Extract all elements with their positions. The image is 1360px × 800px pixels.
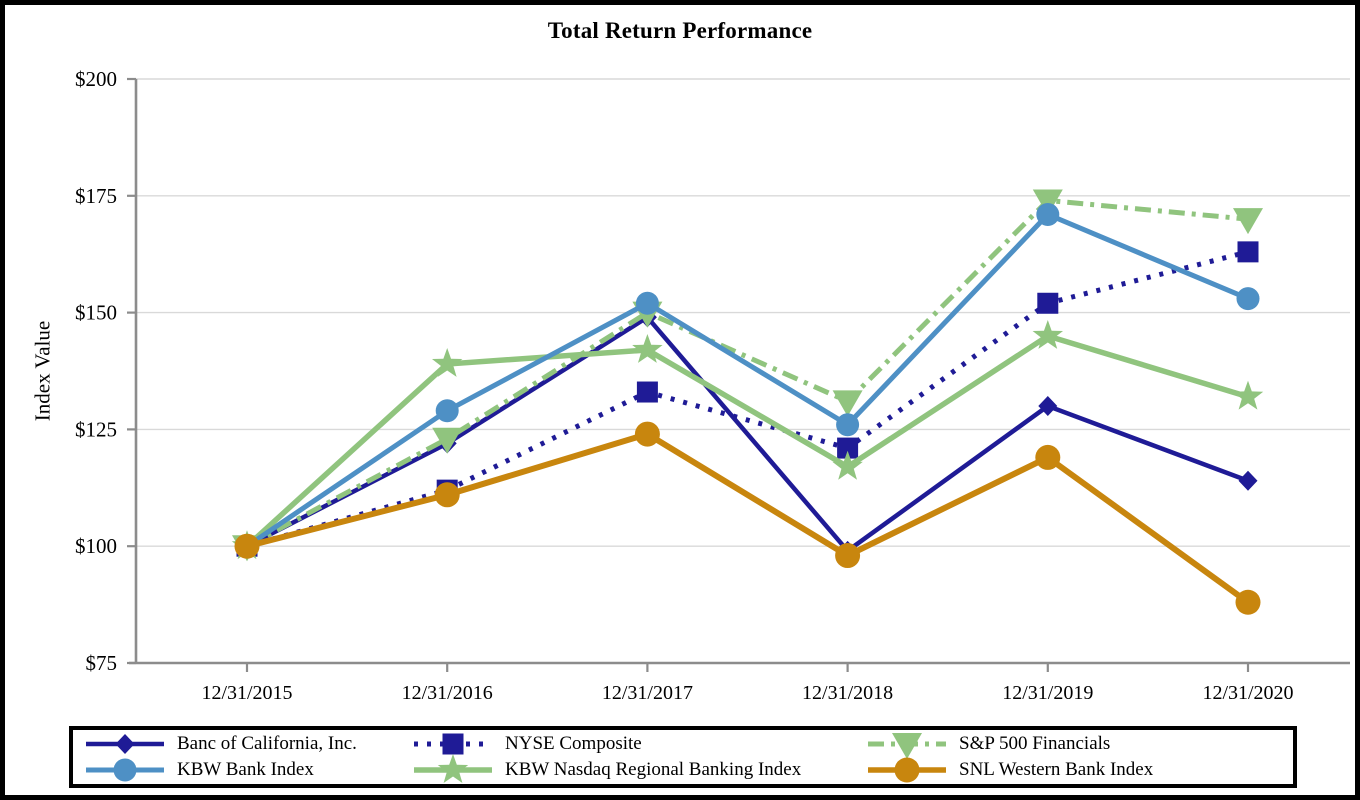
marker-kbw-bank-index bbox=[1236, 287, 1260, 311]
marker-kbw-nasdaq-regional-banking-index bbox=[1232, 380, 1264, 410]
series-line-snl-western-bank-index bbox=[246, 430, 1250, 605]
marker-kbw-bank-index bbox=[635, 291, 659, 315]
x-tick-label: 12/31/2018 bbox=[802, 682, 893, 704]
marker-banc-of-california-inc bbox=[1038, 396, 1058, 417]
series-line-banc-of-california-inc bbox=[245, 314, 1249, 554]
y-tick-label: $175 bbox=[75, 184, 117, 208]
x-tick-label: 12/31/2017 bbox=[602, 682, 693, 704]
marker-s-p-500-financials bbox=[832, 390, 863, 417]
legend-marker-circle-icon bbox=[86, 758, 164, 782]
marker-nyse-composite bbox=[636, 381, 658, 403]
marker-kbw-bank-index bbox=[1036, 202, 1060, 226]
legend-label: KBW Bank Index bbox=[177, 759, 314, 780]
y-tick-label: $150 bbox=[75, 301, 117, 325]
legend-label: S&P 500 Financials bbox=[959, 733, 1111, 754]
x-tick-label: 12/31/2016 bbox=[402, 682, 493, 704]
legend-marker-circle-large-icon bbox=[868, 757, 946, 783]
legend-label: SNL Western Bank Index bbox=[959, 759, 1154, 780]
y-tick-label: $200 bbox=[75, 67, 117, 91]
legend-column: NYSE Composite KBW Nasdaq Regional Bankin… bbox=[411, 731, 801, 783]
marker-kbw-bank-index bbox=[435, 399, 459, 423]
legend-column: S&P 500 Financials SNL Western Bank Index bbox=[865, 731, 1153, 783]
marker-kbw-nasdaq-regional-banking-index bbox=[431, 347, 463, 377]
x-tick-label: 12/31/2019 bbox=[1002, 682, 1093, 704]
legend-marker-star-icon bbox=[414, 754, 492, 783]
legend-marker-sample bbox=[437, 754, 469, 783]
marker-kbw-nasdaq-regional-banking-index bbox=[1032, 319, 1064, 349]
legend-label: KBW Nasdaq Regional Banking Index bbox=[505, 759, 802, 780]
marker-s-p-500-financials bbox=[432, 427, 463, 454]
legend-marker-triangle-down-icon bbox=[868, 733, 946, 759]
marker-snl-western-bank-index bbox=[1235, 589, 1261, 615]
legend-label: NYSE Composite bbox=[505, 733, 642, 754]
chart-title: Total Return Performance bbox=[547, 18, 813, 43]
marker-s-p-500-financials bbox=[1032, 189, 1063, 216]
legend-item-s-p-500-financials: S&P 500 Financials bbox=[865, 731, 1153, 759]
legend-item-snl-western-bank-index: SNL Western Bank Index bbox=[865, 757, 1153, 783]
marker-nyse-composite bbox=[837, 437, 859, 459]
x-tick-label: 12/31/2015 bbox=[201, 682, 292, 704]
y-tick-label: $125 bbox=[75, 417, 117, 441]
marker-kbw-nasdaq-regional-banking-index bbox=[832, 450, 863, 480]
marker-snl-western-bank-index bbox=[835, 543, 861, 569]
legend-marker-sample bbox=[892, 733, 922, 759]
legend-item-nyse-composite: NYSE Composite bbox=[411, 731, 801, 757]
marker-s-p-500-financials bbox=[1233, 208, 1263, 235]
legend-marker-sample bbox=[894, 757, 920, 783]
marker-nyse-composite bbox=[1237, 241, 1259, 263]
legend: Banc of California, Inc. KBW Bank Index NY… bbox=[69, 726, 1297, 788]
legend-marker-sample bbox=[113, 758, 137, 782]
legend-label: Banc of California, Inc. bbox=[177, 733, 357, 754]
x-tick-label: 12/31/2020 bbox=[1202, 682, 1293, 704]
marker-banc-of-california-inc bbox=[1238, 470, 1258, 491]
legend-column: Banc of California, Inc. KBW Bank Index bbox=[83, 731, 357, 783]
marker-kbw-bank-index bbox=[836, 413, 860, 437]
series-line-kbw-bank-index bbox=[245, 211, 1249, 549]
legend-marker-square-icon bbox=[414, 733, 492, 755]
legend-item-banc-of-california-inc: Banc of California, Inc. bbox=[83, 731, 357, 757]
series-line-s-p-500-financials bbox=[245, 197, 1249, 549]
marker-kbw-nasdaq-regional-banking-index bbox=[632, 333, 663, 363]
series-line-kbw-nasdaq-regional-banking-index bbox=[245, 332, 1249, 549]
legend-marker-diamond-icon bbox=[86, 734, 164, 754]
marker-nyse-composite bbox=[1037, 292, 1059, 314]
legend-marker-sample bbox=[115, 734, 135, 754]
y-tick-label: $100 bbox=[75, 534, 117, 558]
marker-snl-western-bank-index bbox=[634, 421, 660, 447]
y-tick-label: $75 bbox=[86, 651, 118, 675]
legend-item-kbw-nasdaq-regional-banking-index: KBW Nasdaq Regional Banking Index bbox=[411, 754, 802, 783]
plot-area: $200 $175 $150 $125 $100 $75 12/31/2015 12/31/2… bbox=[75, 67, 1350, 704]
series-line-nyse-composite bbox=[246, 249, 1249, 549]
legend-item-kbw-bank-index: KBW Bank Index bbox=[83, 757, 357, 783]
marker-snl-western-bank-index bbox=[1035, 444, 1061, 470]
legend-marker-sample bbox=[442, 733, 464, 755]
marker-snl-western-bank-index bbox=[434, 482, 460, 508]
marker-snl-western-bank-index bbox=[234, 533, 260, 559]
